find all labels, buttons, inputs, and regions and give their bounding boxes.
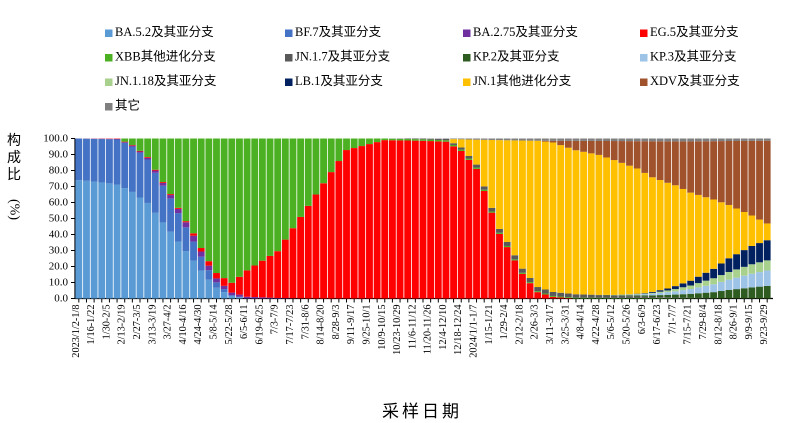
svg-text:80.0: 80.0 — [49, 165, 69, 177]
svg-text:XDV及其亚分支: XDV及其亚分支 — [650, 74, 740, 88]
svg-text:10/9-10/15: 10/9-10/15 — [377, 305, 388, 350]
svg-text:11/20-11/26: 11/20-11/26 — [423, 305, 434, 355]
svg-text:7/15-7/21: 7/15-7/21 — [683, 305, 694, 345]
svg-text:6/17-6/23: 6/17-6/23 — [652, 305, 663, 345]
svg-text:1/30-2/5: 1/30-2/5 — [101, 305, 112, 340]
svg-text:JN.1其他进化分支: JN.1其他进化分支 — [473, 74, 572, 88]
svg-text:30.0: 30.0 — [49, 245, 69, 257]
svg-text:60.0: 60.0 — [49, 197, 69, 209]
svg-text:KP.3及其亚分支: KP.3及其亚分支 — [650, 49, 737, 63]
svg-text:LB.1及其亚分支: LB.1及其亚分支 — [295, 74, 383, 88]
svg-text:7/17-7/23: 7/17-7/23 — [285, 305, 296, 345]
svg-text:6/3-6/9: 6/3-6/9 — [637, 305, 648, 335]
svg-text:1/16-1/22: 1/16-1/22 — [86, 305, 97, 345]
svg-text:6/19-6/25: 6/19-6/25 — [254, 305, 265, 345]
svg-text:10/23-10/29: 10/23-10/29 — [392, 305, 403, 355]
svg-text:BF.7及其亚分支: BF.7及其亚分支 — [295, 25, 382, 39]
svg-text:4/22-4/28: 4/22-4/28 — [591, 305, 602, 345]
svg-text:5/20-5/26: 5/20-5/26 — [622, 305, 633, 345]
svg-text:9/25-10/1: 9/25-10/1 — [361, 305, 372, 345]
svg-text:4/10-4/16: 4/10-4/16 — [178, 305, 189, 345]
svg-text:8/28-9/3: 8/28-9/3 — [331, 305, 342, 340]
svg-text:5/8-5/14: 5/8-5/14 — [208, 305, 219, 340]
svg-text:2/26-3/3: 2/26-3/3 — [530, 305, 541, 340]
svg-text:11/6-11/12: 11/6-11/12 — [407, 305, 418, 349]
svg-text:3/27-4/2: 3/27-4/2 — [163, 305, 174, 340]
svg-text:20.0: 20.0 — [49, 261, 69, 273]
svg-text:40.0: 40.0 — [49, 229, 69, 241]
svg-text:2/12-2/18: 2/12-2/18 — [514, 305, 525, 345]
svg-text:8/12-8/18: 8/12-8/18 — [713, 305, 724, 345]
svg-text:3/13-3/19: 3/13-3/19 — [147, 305, 158, 345]
svg-text:其它: 其它 — [115, 97, 140, 112]
svg-text:100.0: 100.0 — [43, 133, 68, 145]
svg-text:70.0: 70.0 — [49, 181, 69, 193]
svg-text:0.0: 0.0 — [54, 293, 68, 305]
svg-text:EG.5及其亚分支: EG.5及其亚分支 — [650, 25, 739, 39]
svg-text:2023/1/2-1/8: 2023/1/2-1/8 — [71, 305, 82, 358]
svg-text:90.0: 90.0 — [49, 149, 69, 161]
svg-text:4/8-4/14: 4/8-4/14 — [576, 305, 587, 340]
svg-text:4/24-4/30: 4/24-4/30 — [193, 305, 204, 345]
svg-text:3/25-3/31: 3/25-3/31 — [560, 305, 571, 345]
svg-text:12/4-12/10: 12/4-12/10 — [438, 305, 449, 350]
svg-text:7/31-8/6: 7/31-8/6 — [300, 305, 311, 340]
svg-text:JN.1.18及其亚分支: JN.1.18及其亚分支 — [115, 74, 217, 88]
svg-text:3/11-3/17: 3/11-3/17 — [545, 305, 556, 345]
svg-text:KP.2及其亚分支: KP.2及其亚分支 — [473, 49, 560, 63]
svg-text:9/11-9/17: 9/11-9/17 — [346, 305, 357, 345]
svg-text:10.0: 10.0 — [49, 277, 69, 289]
svg-text:XBB其他进化分支: XBB其他进化分支 — [115, 49, 216, 63]
svg-text:JN.1.7及其亚分支: JN.1.7及其亚分支 — [295, 49, 391, 63]
svg-text:1/29-2/4: 1/29-2/4 — [499, 305, 510, 340]
svg-text:2/27-3/5: 2/27-3/5 — [132, 305, 143, 340]
svg-text:9/23-9/29: 9/23-9/29 — [759, 305, 770, 345]
svg-text:1/15-1/21: 1/15-1/21 — [484, 304, 495, 344]
svg-text:9/9-9/15: 9/9-9/15 — [744, 305, 755, 340]
svg-text:50.0: 50.0 — [49, 213, 69, 225]
svg-text:7/29-8/4: 7/29-8/4 — [698, 305, 709, 340]
svg-text:8/26-9/1: 8/26-9/1 — [729, 305, 740, 340]
svg-text:12/18-12/24: 12/18-12/24 — [453, 305, 464, 355]
svg-text:5/6-5/12: 5/6-5/12 — [606, 305, 617, 340]
svg-text:2/13-2/19: 2/13-2/19 — [117, 305, 128, 345]
svg-text:5/22-5/28: 5/22-5/28 — [224, 305, 235, 345]
svg-text:8/14-8/20: 8/14-8/20 — [316, 305, 327, 345]
svg-text:BA.2.75及其亚分支: BA.2.75及其亚分支 — [473, 25, 578, 39]
svg-text:7/3-7/9: 7/3-7/9 — [270, 305, 281, 335]
svg-text:BA.5.2及其亚分支: BA.5.2及其亚分支 — [115, 25, 214, 39]
svg-text:2024/1/1-1/7: 2024/1/1-1/7 — [469, 305, 480, 358]
svg-text:6/5-6/11: 6/5-6/11 — [239, 305, 250, 340]
svg-text:7/1-7/7: 7/1-7/7 — [667, 305, 678, 335]
